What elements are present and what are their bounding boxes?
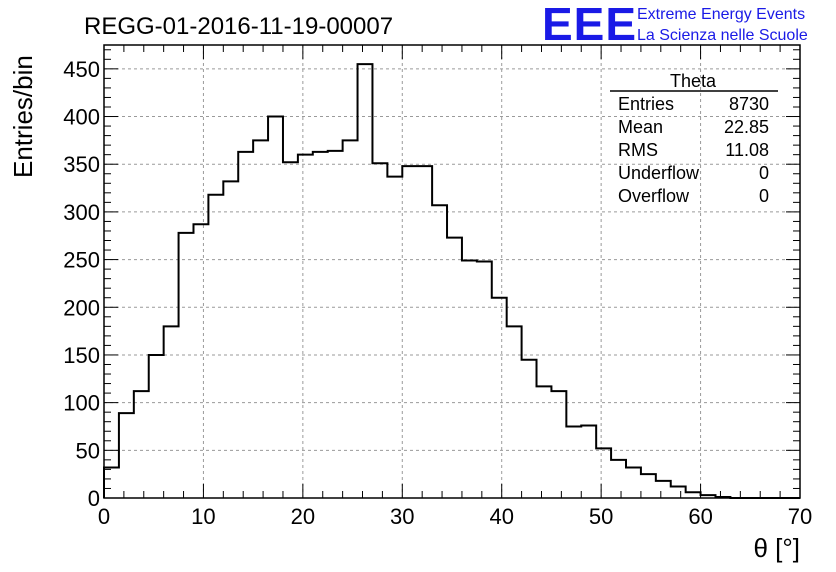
histogram-bin <box>671 487 686 498</box>
histogram-bin <box>193 224 208 498</box>
x-tick-label: 40 <box>489 504 513 529</box>
histogram-bin <box>566 426 581 498</box>
histogram-bin <box>179 233 194 498</box>
histogram-bin <box>149 355 164 498</box>
y-tick-label: 150 <box>63 343 100 368</box>
y-tick-label: 300 <box>63 200 100 225</box>
eee-logo-line1: Extreme Energy Events <box>637 6 805 23</box>
x-tick-labels: 0 10 20 30 40 50 60 70 <box>98 504 812 529</box>
y-axis-title: Entries/bin <box>8 55 38 178</box>
histogram-bars <box>103 63 800 499</box>
x-axis-title: θ [°] <box>753 533 800 563</box>
axis-ticks <box>103 45 801 499</box>
histogram-bin <box>656 481 671 498</box>
histogram-bin <box>164 326 179 498</box>
x-tick-label: 0 <box>98 504 110 529</box>
histogram-bin <box>328 151 343 498</box>
histogram-bin <box>298 155 313 498</box>
histogram-bin <box>522 360 537 498</box>
y-tick-labels: 0 50 100 150 200 250 300 350 400 450 <box>63 57 100 511</box>
histogram-bin <box>611 460 626 498</box>
x-tick-label: 20 <box>291 504 315 529</box>
histogram-bin <box>581 426 596 498</box>
x-tick-label: 60 <box>688 504 712 529</box>
stats-label: Underflow <box>618 163 700 183</box>
histogram-bin <box>447 238 462 498</box>
stats-box: Theta Entries 8730 Mean 22.85 RMS 11.08 Underf… <box>610 71 778 206</box>
y-tick-label: 400 <box>63 105 100 130</box>
stats-value: 8730 <box>729 94 769 114</box>
eee-logo-mark: EEE <box>542 0 637 50</box>
histogram-bin <box>134 391 149 498</box>
histogram-bin <box>238 152 253 498</box>
histogram-bin <box>283 162 298 498</box>
histogram-bin <box>477 261 492 498</box>
stats-value: 0 <box>759 163 769 183</box>
histogram-bin <box>551 391 566 498</box>
y-tick-label: 50 <box>76 438 100 463</box>
y-tick-label: 100 <box>63 391 100 416</box>
histogram-bin <box>596 448 611 498</box>
stats-value: 0 <box>759 186 769 206</box>
stats-label: Mean <box>618 117 663 137</box>
histogram-bin <box>537 386 552 498</box>
x-tick-label: 50 <box>589 504 613 529</box>
stats-label: RMS <box>618 140 658 160</box>
histogram-bin <box>641 474 656 498</box>
grid-lines <box>104 45 800 498</box>
histogram-bin <box>626 467 641 498</box>
histogram-bin <box>313 152 328 498</box>
y-tick-label: 200 <box>63 295 100 320</box>
histogram-bin <box>492 298 507 498</box>
histogram-bin <box>387 177 402 498</box>
y-tick-label: 0 <box>88 486 100 511</box>
stats-value: 11.08 <box>725 140 769 160</box>
histogram-bin <box>119 413 134 498</box>
histogram-bin <box>343 140 358 498</box>
histogram-bin <box>253 140 268 498</box>
histogram-bin <box>432 205 447 498</box>
y-tick-label: 250 <box>63 248 100 273</box>
histogram-bin <box>417 166 432 498</box>
histogram-bin <box>372 163 387 498</box>
eee-logo: EEE Extreme Energy Events La Scienza nel… <box>542 0 808 50</box>
histogram-bin <box>104 467 119 498</box>
stats-box-name: Theta <box>670 71 717 91</box>
x-tick-label: 30 <box>390 504 414 529</box>
x-tick-label: 70 <box>788 504 812 529</box>
stats-label: Overflow <box>618 186 690 206</box>
x-tick-label: 10 <box>191 504 215 529</box>
histogram-bin <box>358 64 373 498</box>
y-tick-label: 350 <box>63 152 100 177</box>
stats-rows: Entries 8730 Mean 22.85 RMS 11.08 Underflow 0 Ov… <box>618 94 769 206</box>
histogram-bin <box>402 166 417 498</box>
histogram-bin <box>507 326 522 498</box>
eee-logo-line2: La Scienza nelle Scuole <box>637 27 808 44</box>
stats-label: Entries <box>618 94 674 114</box>
histogram-bin <box>208 195 223 498</box>
histogram-bin <box>462 261 477 498</box>
y-tick-label: 450 <box>63 57 100 82</box>
plot-frame <box>103 44 801 499</box>
chart-title: REGG-01-2016-11-19-00007 <box>84 13 393 40</box>
histogram-outline <box>103 63 800 499</box>
stats-value: 22.85 <box>724 117 769 137</box>
